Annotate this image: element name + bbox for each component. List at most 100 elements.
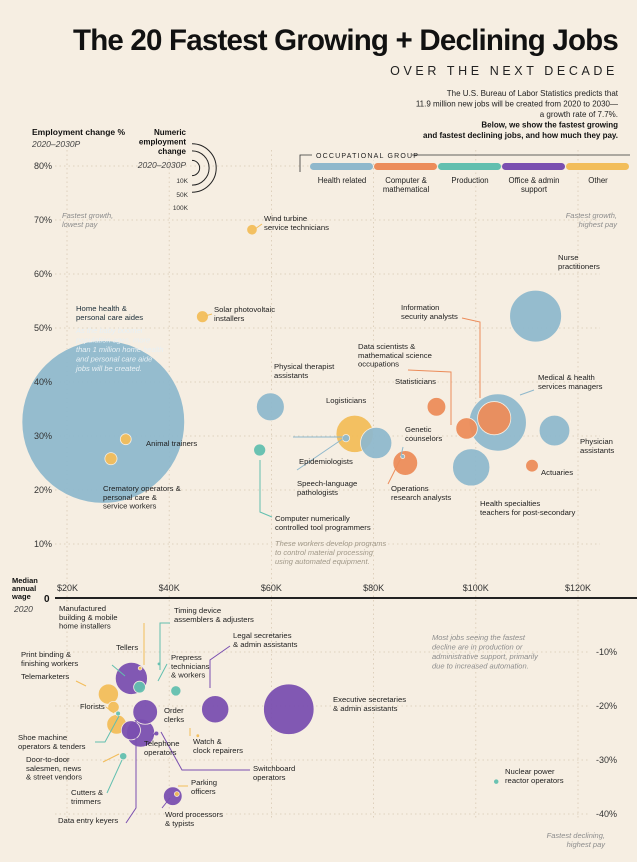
leader-line — [209, 645, 231, 688]
y-tick-label: 40% — [34, 377, 52, 387]
declining-job-label: Word processors & typists — [165, 810, 223, 828]
growing-job-label: Operations research analysts — [391, 484, 451, 502]
annotation: Most jobs seeing the fastest decline are … — [432, 633, 539, 671]
intro-text: The U.S. Bureau of Labor Statistics pred… — [416, 89, 619, 140]
corner-note: Fastest declining, highest pay — [547, 831, 607, 849]
declining-job-label: Telephone operators — [144, 739, 179, 757]
bubble — [341, 434, 351, 443]
leader-line — [157, 663, 168, 682]
leader-line — [102, 753, 120, 763]
declining-job-label: Print binding & finishing workers — [21, 650, 78, 668]
declining-job-label: Legal secretaries & admin assistants — [233, 631, 298, 649]
leader-line — [106, 759, 123, 794]
declining-job-label: Tellers — [116, 643, 138, 652]
growing-job-label: Computer numerically controlled tool prog… — [275, 514, 371, 532]
bubble — [133, 680, 146, 694]
leader-line — [407, 369, 452, 425]
bubble — [253, 443, 267, 457]
leader-line — [204, 313, 213, 317]
declining-job-label: Cutters & trimmers — [71, 788, 103, 806]
growing-job-label: Statisticians — [395, 377, 436, 386]
y-tick-label: -40% — [596, 809, 617, 819]
growing-job-label: Speech-language pathologists — [297, 479, 357, 497]
bubble — [119, 433, 132, 446]
leader-line — [105, 706, 115, 714]
y-tick-label: -10% — [596, 647, 617, 657]
leader-line — [400, 446, 404, 457]
declining-job-label: Manufactured building & mobile home instal… — [59, 604, 118, 631]
x-tick-label: $40K — [159, 583, 180, 593]
y-tick-label: 60% — [34, 269, 52, 279]
group-legend-swatch — [374, 163, 437, 170]
group-legend-title-bg — [312, 150, 412, 160]
growing-job-label: Physician assistants — [580, 437, 614, 455]
declining-job-label: Florists — [80, 702, 105, 711]
bubble — [201, 695, 230, 724]
declining-job-label: Prepress technicians & workers — [171, 653, 210, 680]
bubble — [538, 414, 571, 447]
size-legend-label: 50K — [176, 192, 188, 199]
bubble — [21, 340, 186, 504]
bubble — [426, 397, 447, 417]
leader-lines — [75, 223, 535, 824]
leader-line — [296, 437, 345, 471]
x-tick-label: $120K — [565, 583, 591, 593]
growing-job-label: Genetic counselors — [405, 425, 442, 443]
group-legend-swatch — [502, 163, 565, 170]
bubble — [509, 289, 562, 343]
y-tick-label: 70% — [34, 215, 52, 225]
growing-job-label: Physical therapist assistants — [274, 362, 335, 380]
growing-job-label: Epidemiologists — [299, 457, 353, 466]
leader-line — [519, 389, 535, 396]
x-axis-period: 2020 — [13, 604, 33, 614]
growing-job-label: Health specialties teachers for post-seco… — [480, 499, 575, 517]
declining-job-label: Parking officers — [191, 778, 217, 796]
bubble — [477, 401, 512, 436]
bubble — [455, 417, 478, 440]
group-legend-label: Other — [588, 176, 608, 185]
leader-line — [151, 732, 156, 738]
growing-job-label: Animal trainers — [146, 439, 197, 448]
group-legend-label: Office & admin support — [509, 176, 560, 194]
bubble — [115, 710, 121, 717]
y-tick-label: 10% — [34, 539, 52, 549]
group-legend-label: Computer & mathematical — [383, 176, 430, 194]
declining-job-label: Watch & clock repairers — [193, 737, 243, 755]
size-legend-arc — [191, 150, 210, 186]
leader-line — [125, 720, 137, 824]
y-axis-period: 2020–2030P — [31, 139, 81, 149]
size-legend: Numeric employment change 2020–2030P 10K 50K 1… — [137, 128, 217, 212]
x-tick-label: $100K — [463, 583, 489, 593]
x-axis-title: Median annual wage — [11, 576, 38, 601]
intro-line-bold: and fastest declining jobs, and how much… — [423, 131, 618, 140]
bubble — [360, 426, 393, 460]
growing-job-label: Actuaries — [541, 468, 573, 477]
group-legend-label: Production — [451, 176, 488, 185]
growing-job-label: Home health & personal care aides — [76, 304, 143, 322]
size-legend-label: 10K — [176, 178, 188, 185]
leader-line — [259, 460, 273, 518]
header: The 20 Fastest Growing + Declining Jobs … — [73, 24, 619, 140]
y-tick-label: 30% — [34, 431, 52, 441]
y-tick-label: -30% — [596, 755, 617, 765]
zero-label: 0 — [44, 594, 50, 605]
annotation: As the baby boomer population ages, more t… — [75, 326, 164, 373]
declining-job-label: Shoe machine operators & tenders — [18, 733, 86, 751]
group-legend: OCCUPATIONAL GROUP Health related Computer… — [299, 150, 630, 194]
corner-note: Fastest growth, lowest pay — [62, 211, 113, 229]
declining-job-label: Executive secretaries & admin assistants — [333, 695, 406, 713]
y-tick-label: 20% — [34, 485, 52, 495]
y-axis-title: Employment change % — [32, 127, 125, 137]
y-tick-label: 50% — [34, 323, 52, 333]
bubble — [119, 752, 128, 761]
growing-job-label: Medical & health services managers — [538, 373, 603, 391]
group-legend-swatch — [438, 163, 501, 170]
leader-line — [161, 797, 171, 809]
bubble — [120, 720, 141, 741]
growing-job-label: Solar photovoltaic installers — [214, 305, 275, 323]
x-tick-label: $60K — [261, 583, 282, 593]
group-legend-frame — [299, 154, 630, 172]
size-legend-title: Numeric employment change — [139, 128, 187, 156]
annotations: Fastest growth, lowest pay Fastest growth,… — [62, 211, 618, 849]
declining-job-label: Data entry keyers — [58, 816, 118, 825]
